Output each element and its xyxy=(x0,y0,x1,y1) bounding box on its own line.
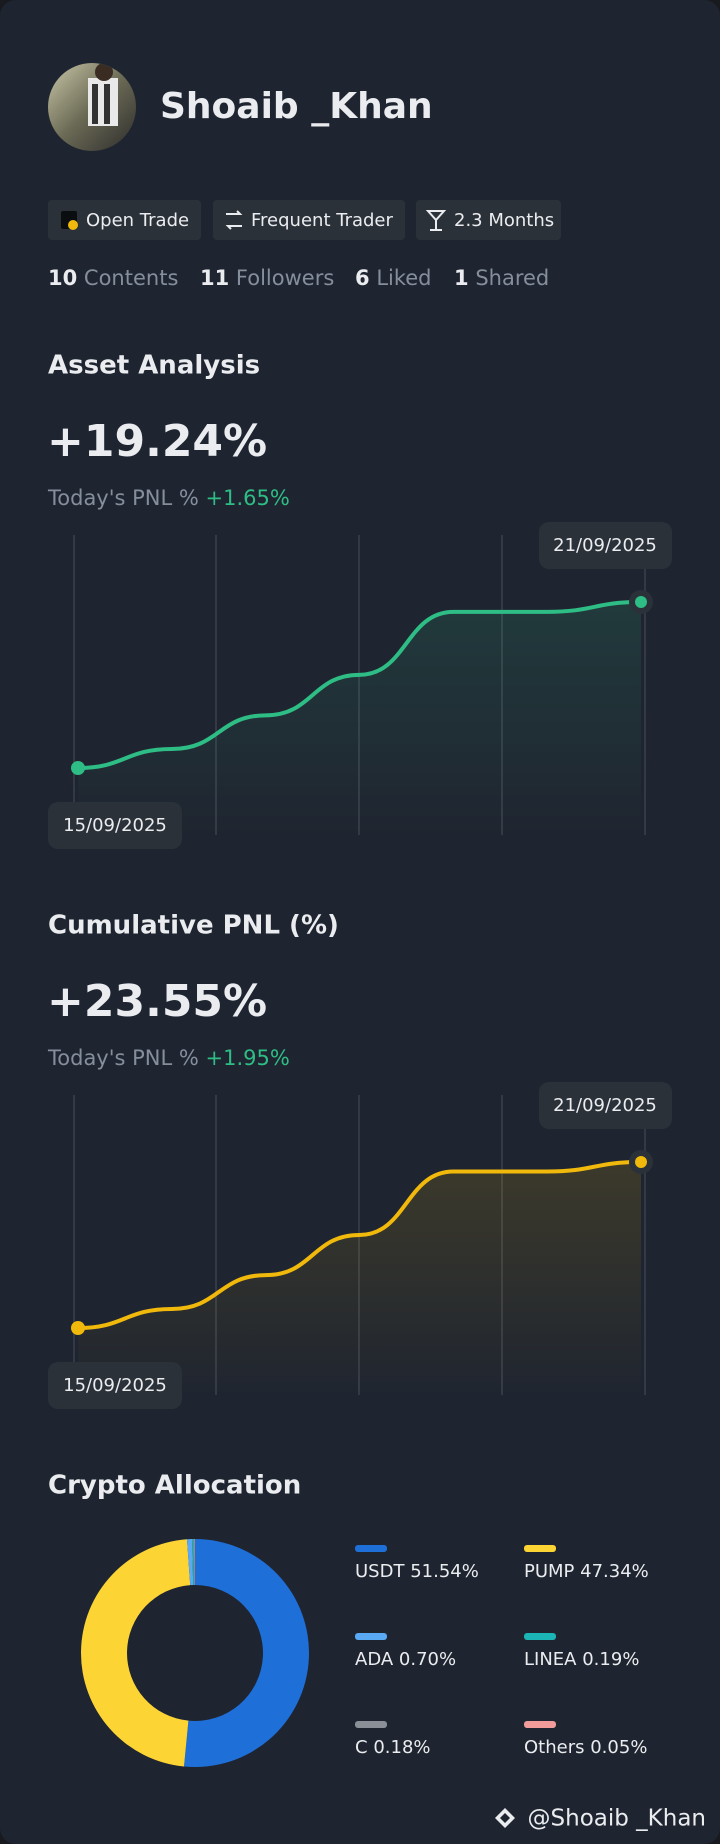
tag: Open Trade xyxy=(86,210,189,231)
stat-value: 6 xyxy=(355,266,370,290)
legend-swatch xyxy=(524,1633,556,1640)
end-date: 21/09/2025 xyxy=(553,1095,657,1116)
legend-value: 47.34% xyxy=(580,1561,649,1582)
legend-entry: Others 0.05% xyxy=(524,1737,647,1758)
profile-name: Shoaib _Khan xyxy=(160,86,433,127)
subtitle-label: Today's PNL % xyxy=(47,1046,199,1070)
date-tag xyxy=(539,522,672,569)
stat-label: Liked xyxy=(376,266,431,290)
line xyxy=(76,600,643,770)
end-dot xyxy=(635,1156,647,1168)
avatar xyxy=(48,63,136,151)
date-tag xyxy=(48,802,182,849)
date-tag xyxy=(539,1082,672,1129)
svg-text:6 Liked: 6 Liked xyxy=(355,266,432,290)
subtitle-value: +1.95% xyxy=(206,1046,290,1070)
subtitle-value: +1.65% xyxy=(206,486,290,510)
subtitle: Today's PNL % +1.65% xyxy=(47,486,290,510)
section-title: Cumulative PNL (%) xyxy=(48,911,339,941)
legend-entry: ADA 0.70% xyxy=(355,1649,456,1670)
legend-value: 0.18% xyxy=(373,1737,430,1758)
donut-slice xyxy=(186,1539,194,1586)
legend-value: 0.05% xyxy=(590,1737,647,1758)
end-date: 21/09/2025 xyxy=(553,535,657,556)
donut-slice xyxy=(193,1539,195,1586)
legend-name: Others xyxy=(524,1737,585,1758)
legend-name: USDT xyxy=(355,1561,405,1582)
legend-entry: LINEA 0.19% xyxy=(524,1649,639,1670)
svg-text:1 Shared: 1 Shared xyxy=(454,266,549,290)
date-tag xyxy=(48,1362,182,1409)
legend-name: C xyxy=(355,1737,368,1758)
subtitle-label: Today's PNL % xyxy=(47,486,199,510)
legend-entry: PUMP 47.34% xyxy=(524,1561,649,1582)
tag: 2.3 Months xyxy=(454,210,554,231)
line xyxy=(76,1160,643,1330)
legend-swatch xyxy=(355,1545,387,1552)
legend-name: PUMP xyxy=(524,1561,575,1582)
footer-handle: @Shoaib _Khan xyxy=(528,1806,706,1832)
legend-value: 51.54% xyxy=(410,1561,479,1582)
end-dot xyxy=(635,596,647,608)
legend-entry: USDT 51.54% xyxy=(355,1561,479,1582)
legend-entry: C 0.18% xyxy=(355,1737,431,1758)
start-dot xyxy=(71,1321,85,1335)
headline: +23.55% xyxy=(47,976,267,1027)
start-date: 15/09/2025 xyxy=(63,815,167,836)
section-title: Asset Analysis xyxy=(48,351,260,381)
section-title: Crypto Allocation xyxy=(48,1471,301,1501)
tag: Frequent Trader xyxy=(251,210,393,231)
legend-swatch xyxy=(355,1633,387,1640)
headline: +19.24% xyxy=(47,416,267,467)
legend-value: 0.70% xyxy=(399,1649,456,1670)
stat-label: Followers xyxy=(236,266,334,290)
svg-text:11 Followers: 11 Followers xyxy=(200,266,334,290)
stats: 10 Contents 11 Followers 6 Liked 1 Share… xyxy=(48,266,549,290)
footer: @Shoaib _Khan xyxy=(495,1806,706,1832)
donut-slice xyxy=(80,1539,191,1767)
legend-name: LINEA xyxy=(524,1649,577,1670)
stat-value: 1 xyxy=(454,266,469,290)
stat-label: Contents xyxy=(84,266,178,290)
donut-slice xyxy=(183,1539,309,1767)
legend-name: ADA xyxy=(355,1649,394,1670)
stat-value: 10 xyxy=(48,266,77,290)
legend-swatch xyxy=(524,1545,556,1552)
stat-value: 11 xyxy=(200,266,229,290)
tags: Open Trade Frequent Trader 2.3 Months xyxy=(48,200,561,240)
legend-swatch xyxy=(355,1721,387,1728)
area xyxy=(78,1162,641,1395)
area xyxy=(78,602,641,835)
legend-value: 0.19% xyxy=(582,1649,639,1670)
stat-label: Shared xyxy=(475,266,549,290)
legend-swatch xyxy=(524,1721,556,1728)
start-dot xyxy=(71,761,85,775)
svg-text:10 Contents: 10 Contents xyxy=(48,266,178,290)
donut-slice xyxy=(191,1539,195,1586)
subtitle: Today's PNL % +1.95% xyxy=(47,1046,290,1070)
start-date: 15/09/2025 xyxy=(63,1375,167,1396)
